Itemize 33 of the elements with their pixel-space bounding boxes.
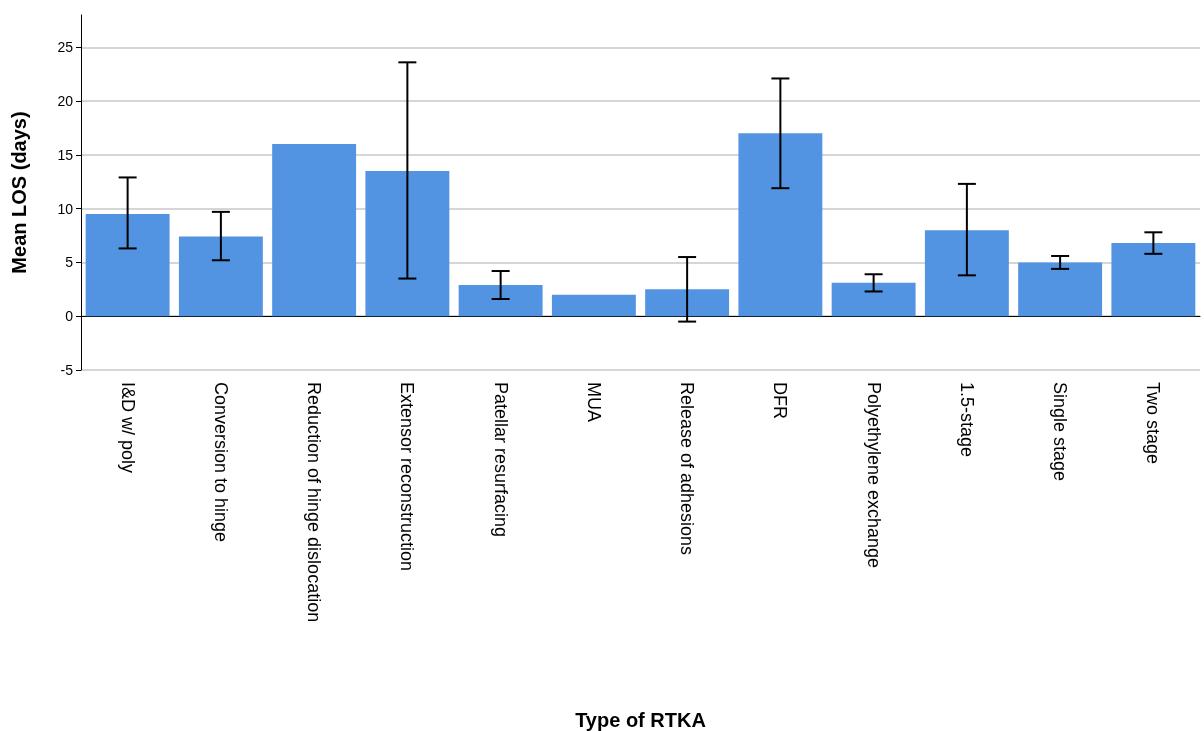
bar — [1018, 262, 1103, 317]
y-tick-label: 0 — [65, 308, 74, 325]
y-tick-label: 5 — [65, 254, 74, 271]
y-tick-label: 10 — [57, 200, 74, 217]
bar — [85, 214, 170, 317]
y-tick-label: 20 — [57, 93, 74, 110]
bar — [645, 289, 730, 317]
y-tick-label: 15 — [57, 146, 74, 163]
x-tick-label: Single stage — [1050, 382, 1071, 482]
x-axis-title: Type of RTKA — [575, 709, 706, 731]
y-tick-label: -5 — [60, 362, 74, 378]
bar — [551, 294, 636, 317]
x-tick-label: 1.5-stage — [956, 382, 977, 458]
x-tick-label: Reduction of hinge dislocation — [304, 382, 325, 623]
bar — [831, 282, 916, 317]
bar — [365, 170, 450, 317]
bar — [924, 230, 1009, 317]
bar — [458, 285, 543, 317]
x-tick-label: Release of adhesions — [677, 382, 698, 556]
x-tick-label: Conversion to hinge — [210, 382, 231, 543]
x-tick-label: Extensor reconstruction — [397, 382, 418, 572]
bar — [272, 144, 357, 317]
x-tick-label: Patellar resurfacing — [490, 382, 511, 538]
x-tick-label: MUA — [583, 382, 604, 422]
x-tick-label: DFR — [770, 382, 791, 419]
bar — [1111, 243, 1196, 317]
y-axis-title: Mean LOS (days) — [8, 111, 30, 274]
x-tick-label: Two stage — [1143, 382, 1164, 465]
bar — [738, 133, 823, 317]
y-tick-label: 25 — [57, 39, 74, 56]
bar — [178, 236, 263, 317]
x-tick-label: I&D w/ poly — [117, 382, 138, 474]
x-tick-label: Polyethylene exchange — [863, 382, 884, 569]
